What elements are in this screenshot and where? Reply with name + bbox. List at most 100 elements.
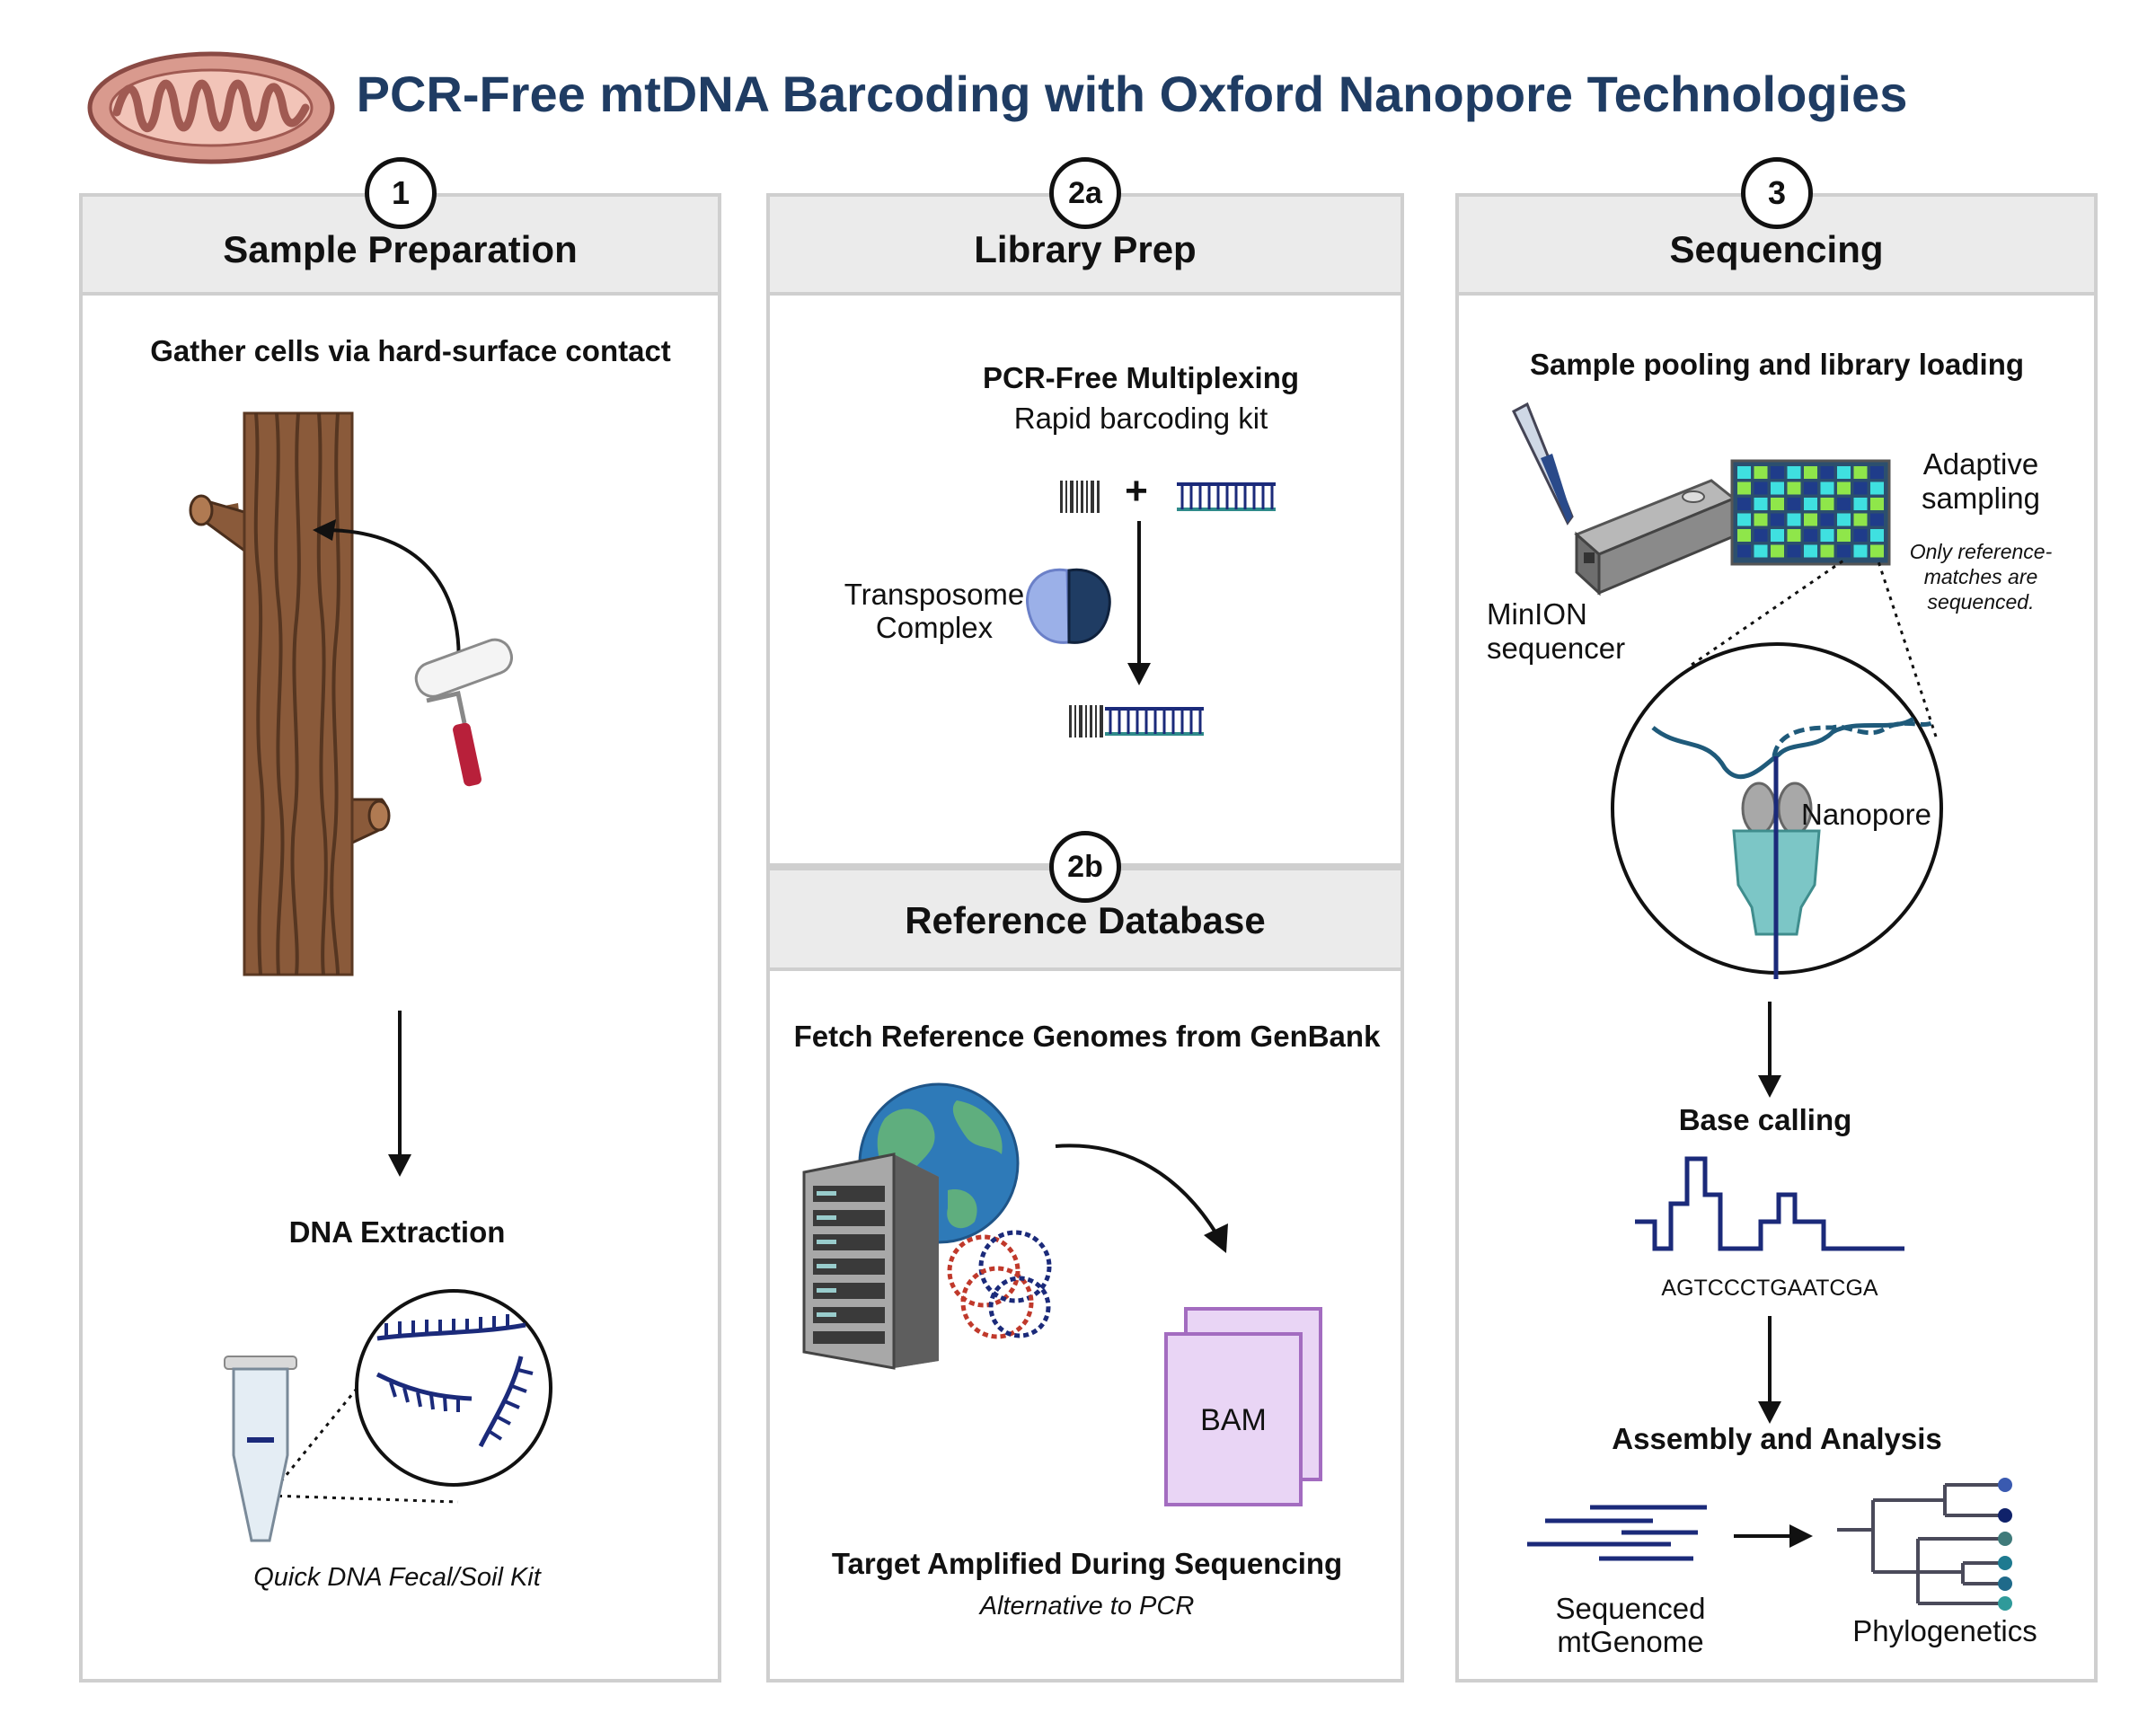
phylogenetics-label: Phylogenetics [1852, 1614, 2037, 1647]
flow-cell-pore [1787, 481, 1801, 495]
flow-cell-pore [1837, 466, 1851, 479]
flow-cell-pore [1837, 529, 1851, 542]
mtgenome-label-line2: mtGenome [1557, 1625, 1704, 1658]
flow-cell-pore [1853, 466, 1868, 479]
nanopore-magnifier [1611, 557, 1943, 979]
step-badge-1: 1 [365, 157, 437, 229]
flow-cell-pore [1787, 513, 1801, 526]
flow-cell-pore [1804, 481, 1817, 495]
flow-cell-pore [1820, 466, 1834, 479]
flow-cell-pore [1870, 498, 1884, 510]
mtdna-circles-icon [947, 1230, 1052, 1339]
base-calling-signal-icon [1635, 1156, 1904, 1251]
flow-cell-pore [1737, 544, 1751, 558]
flow-cell-pore [1771, 466, 1784, 479]
plus-sign: + [1125, 469, 1148, 513]
flow-cell-pore [1771, 481, 1784, 495]
flow-cell-pore [1804, 513, 1817, 526]
flow-cell-pore [1853, 544, 1868, 558]
flow-cell-grid-icon [1730, 459, 1891, 566]
minion-label-line1: MinION [1487, 597, 1587, 631]
flow-cell-pore [1804, 466, 1817, 479]
flow-cell-pore [1870, 481, 1884, 495]
mitochondrion-icon [87, 51, 335, 164]
panel-sample-preparation: Sample Preparation [79, 193, 721, 1682]
flow-cell-pore [1754, 481, 1768, 495]
flow-cell-pore [1837, 544, 1851, 558]
barcoded-fragment-icon [1069, 705, 1204, 737]
curved-arrow [1055, 1144, 1228, 1253]
flow-cell-pore [1804, 544, 1817, 558]
flow-cell-pore [1771, 544, 1784, 558]
flow-cell-pore [1820, 513, 1834, 526]
minion-sequencer-icon [1574, 479, 1736, 596]
flow-cell-pore [1820, 481, 1834, 495]
flow-cell-pore [1771, 513, 1784, 526]
right-arrow [1734, 1524, 1813, 1548]
down-arrow [388, 1011, 411, 1177]
flow-cell-pore [1787, 466, 1801, 479]
base-calling-label: Base calling [1678, 1103, 1852, 1136]
flow-cell-pore [1771, 529, 1784, 542]
step-badge-2b: 2b [1049, 831, 1121, 903]
nanopore-label: Nanopore [1801, 798, 1931, 831]
transposome-icon [1026, 568, 1111, 644]
adaptive-label-line1: Adaptive [1922, 447, 2039, 481]
paint-roller-icon [414, 638, 513, 787]
flow-cell-pore [1787, 544, 1801, 558]
page-title: PCR-Free mtDNA Barcoding with Oxford Nan… [356, 66, 1908, 122]
flow-cell-pore [1853, 481, 1868, 495]
flow-cell-pore [1853, 513, 1868, 526]
flow-cell-pore [1853, 529, 1868, 542]
complex-label: Complex [875, 611, 994, 644]
reads-alignment-icon [1527, 1505, 1707, 1561]
flow-cell-pore [1820, 529, 1834, 542]
down-arrow [1127, 521, 1151, 685]
flow-cell-pore [1804, 498, 1817, 510]
flow-cell-pore [1771, 498, 1784, 510]
flow-cell-pore [1754, 544, 1768, 558]
flow-cell-pore [1754, 466, 1768, 479]
step-label-gather-cells: Gather cells via hard-surface contact [150, 334, 671, 367]
barcode-icon [1060, 481, 1100, 513]
swab-arrow [313, 519, 461, 670]
flow-cell-pore [1737, 466, 1751, 479]
flow-cell-pore [1737, 513, 1751, 526]
adaptive-note-line3: sequenced. [1927, 590, 2035, 614]
flow-cell-pore [1737, 481, 1751, 495]
dna-duplex-icon [1177, 482, 1276, 511]
flow-cell-pore [1837, 498, 1851, 510]
adaptive-note-line2: matches are [1923, 565, 2038, 588]
library-subtitle: PCR-Free Multiplexing [982, 361, 1300, 394]
flow-cell-pore [1870, 529, 1884, 542]
down-arrow [1758, 1316, 1781, 1424]
flow-cell-pore [1754, 513, 1768, 526]
adaptive-note-line1: Only reference- [1909, 540, 2053, 563]
minion-label-line2: sequencer [1487, 631, 1626, 665]
flow-cell-pore [1837, 481, 1851, 495]
kit-label: Quick DNA Fecal/Soil Kit [253, 1563, 541, 1592]
flow-cell-pore [1737, 498, 1751, 510]
fetch-label: Fetch Reference Genomes from GenBank [793, 1020, 1381, 1053]
extraction-tube-icon [224, 1289, 552, 1542]
assembly-label: Assembly and Analysis [1612, 1422, 1942, 1455]
panel-heading: Reference Database [905, 899, 1266, 941]
mtgenome-label-line1: Sequenced [1555, 1592, 1706, 1625]
bam-file-icon [1164, 1307, 1322, 1506]
step-badge-2a: 2a [1049, 157, 1121, 229]
dna-fragments-icon [376, 1314, 534, 1448]
down-arrow [1758, 1002, 1781, 1098]
flow-cell-pore [1804, 529, 1817, 542]
transposome-label: Transposome [844, 578, 1025, 611]
step-label-dna-extraction: DNA Extraction [288, 1215, 506, 1249]
flow-cell-pore [1820, 498, 1834, 510]
flow-cell-pore [1820, 544, 1834, 558]
flow-cell-pore [1787, 529, 1801, 542]
tree-trunk-icon [189, 411, 391, 976]
flow-cell-pore [1870, 544, 1884, 558]
panel-heading: Sequencing [1669, 228, 1884, 270]
target-label: Target Amplified During Sequencing [831, 1547, 1343, 1580]
flow-cell-pore [1853, 498, 1868, 510]
panel-heading: Sample Preparation [223, 228, 578, 270]
pipette-icon [1512, 402, 1574, 525]
